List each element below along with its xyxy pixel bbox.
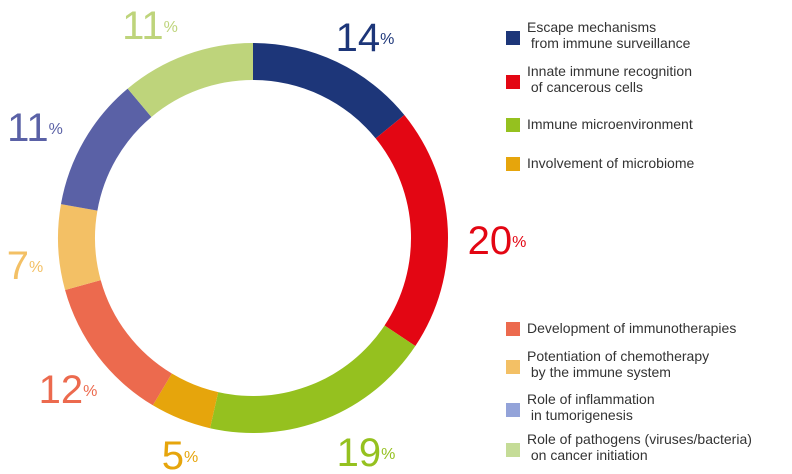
donut-segment [127, 43, 253, 117]
legend-label: Potentiation of chemotherapy by the immu… [527, 348, 709, 380]
value-label: 14% [336, 16, 395, 60]
donut-segment [152, 373, 219, 429]
legend-label: Immune microenvironment [527, 116, 693, 132]
legend-swatch [506, 31, 520, 45]
value-label: 5% [162, 434, 198, 474]
legend-line: Innate immune recognition [527, 63, 692, 79]
legend-line: Role of pathogens (viruses/bacteria) [527, 431, 752, 447]
value-label: 19% [337, 431, 396, 474]
legend-swatch [506, 118, 520, 132]
value-number: 20 [468, 219, 513, 263]
value-number: 12 [39, 368, 84, 412]
legend-line: Development of immunotherapies [527, 320, 736, 336]
value-unit: % [29, 259, 43, 276]
legend-swatch [506, 443, 520, 457]
donut-segment [375, 115, 448, 347]
value-number: 5 [162, 434, 184, 474]
value-unit: % [512, 234, 526, 251]
legend-line: on cancer initiation [527, 447, 648, 463]
legend-swatch [506, 157, 520, 171]
value-label: 20% [468, 219, 527, 263]
legend-swatch [506, 360, 520, 374]
legend-line: in tumorigenesis [527, 407, 633, 423]
legend-label: Innate immune recognition of cancerous c… [527, 63, 692, 95]
value-label: 12% [39, 368, 98, 412]
legend-line: Potentiation of chemotherapy [527, 348, 709, 364]
value-label: 7% [7, 244, 43, 288]
legend-label: Development of immunotherapies [527, 320, 736, 336]
value-number: 11 [7, 106, 49, 150]
legend-swatch [506, 322, 520, 336]
legend-label: Involvement of microbiome [527, 155, 695, 171]
donut-segment [210, 325, 416, 434]
value-label: 11% [122, 4, 178, 48]
legend-line: Immune microenvironment [527, 116, 693, 132]
value-unit: % [164, 19, 178, 36]
legend-label: Role of pathogens (viruses/bacteria) on … [527, 431, 752, 463]
legend-line: from immune surveillance [527, 35, 691, 51]
donut-segment [58, 204, 101, 290]
value-unit: % [49, 121, 63, 138]
legend-line: by the immune system [527, 364, 671, 380]
legend-swatch [506, 75, 520, 89]
value-unit: % [381, 446, 395, 463]
value-unit: % [83, 383, 97, 400]
donut-segment [60, 88, 152, 211]
legend-line: Role of inflammation [527, 391, 655, 407]
value-label: 11% [7, 106, 63, 150]
value-number: 14 [336, 16, 381, 60]
donut-segment [65, 280, 172, 406]
legend-line: Involvement of microbiome [527, 155, 695, 171]
value-number: 7 [7, 244, 29, 288]
legend-line: Escape mechanisms [527, 19, 656, 35]
legend-label: Escape mechanisms from immune surveillan… [527, 19, 691, 51]
value-unit: % [184, 449, 198, 466]
donut-segment [253, 43, 405, 139]
legend-swatch [506, 403, 520, 417]
value-number: 11 [122, 4, 164, 48]
legend-line: of cancerous cells [527, 79, 643, 95]
value-unit: % [380, 31, 394, 48]
legend-label: Role of inflammation in tumorigenesis [527, 391, 655, 423]
value-number: 19 [337, 431, 382, 474]
